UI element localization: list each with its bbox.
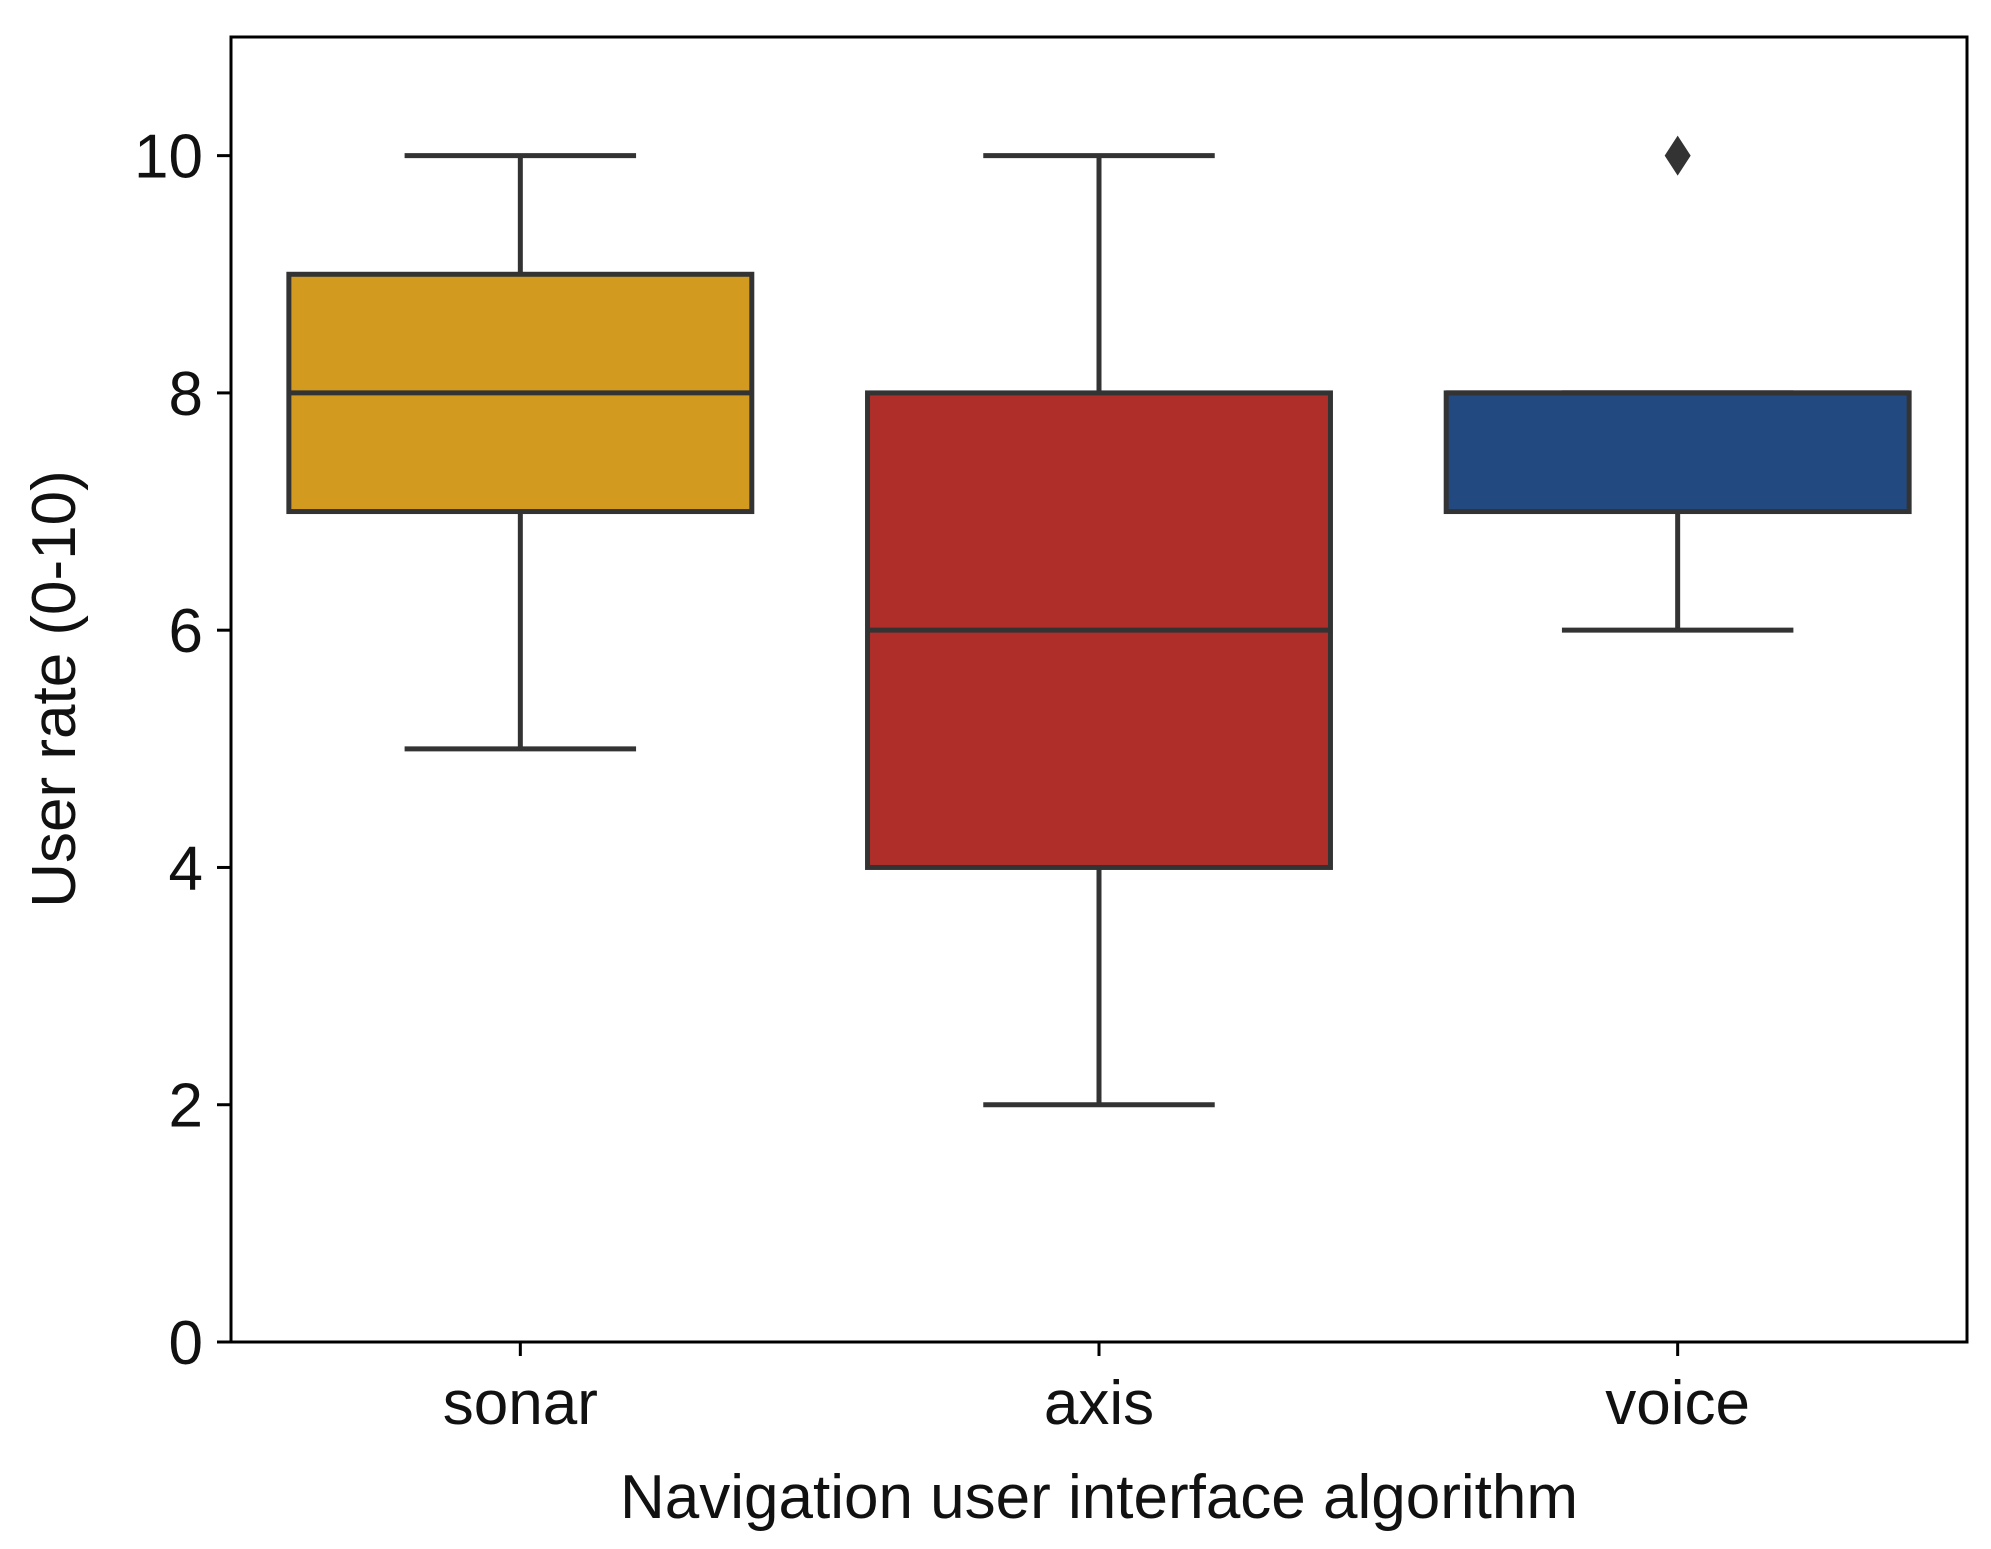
box-axis xyxy=(865,153,1333,1108)
x-tick-label-voice: voice xyxy=(1605,1369,1750,1438)
x-axis-ticks: sonar axis voice xyxy=(443,1342,1750,1438)
x-axis-title: Navigation user interface algorithm xyxy=(620,1463,1578,1532)
box-voice xyxy=(1443,135,1912,633)
y-tick-label: 10 xyxy=(134,123,203,192)
y-tick-label: 4 xyxy=(169,834,203,903)
y-tick-label: 0 xyxy=(169,1309,203,1378)
x-tick-label-axis: axis xyxy=(1044,1369,1154,1438)
y-axis-title: User rate (0-10) xyxy=(20,470,89,908)
y-tick-label: 8 xyxy=(169,360,203,429)
y-tick-label: 6 xyxy=(169,597,203,666)
box-sonar xyxy=(286,153,755,752)
y-tick-label: 2 xyxy=(169,1072,203,1141)
x-tick-label-sonar: sonar xyxy=(443,1369,598,1438)
plot-frame xyxy=(229,35,1969,1344)
iqr-box xyxy=(1443,390,1912,515)
y-axis-ticks: 0 2 4 6 8 10 xyxy=(134,123,231,1378)
box-plots xyxy=(286,135,1912,1108)
outlier-point xyxy=(1664,135,1691,176)
